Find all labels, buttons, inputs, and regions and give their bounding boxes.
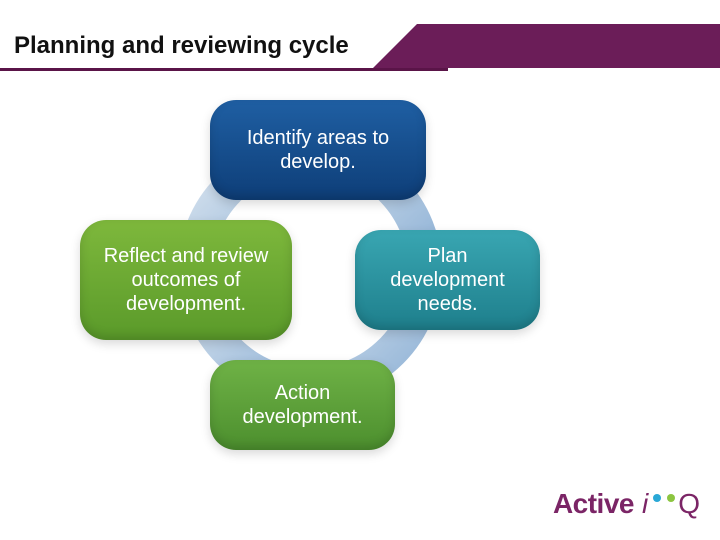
- cycle-node-label: Plan development needs.: [369, 244, 526, 316]
- cycle-node-plan: Plan development needs.: [355, 230, 540, 330]
- logo-dot-icon: [667, 494, 675, 502]
- header-underline: [0, 68, 448, 71]
- slide-header: Planning and reviewing cycle: [0, 24, 720, 68]
- cycle-node-label: Action development.: [224, 381, 381, 429]
- cycle-node-action: Action development.: [210, 360, 395, 450]
- cycle-node-identify: Identify areas to develop.: [210, 100, 426, 200]
- logo-dot-icon: [653, 494, 661, 502]
- cycle-node-reflect: Reflect and review outcomes of developme…: [80, 220, 292, 340]
- slide-title: Planning and reviewing cycle: [0, 24, 373, 68]
- cycle-node-label: Reflect and review outcomes of developme…: [94, 244, 278, 316]
- cycle-node-label: Identify areas to develop.: [224, 126, 412, 174]
- header-accent-bar: [417, 24, 720, 68]
- brand-logo: Active i Q: [553, 488, 700, 520]
- logo-word-q: Q: [678, 488, 700, 520]
- header-wedge: [373, 24, 417, 68]
- logo-word-i: i: [642, 488, 648, 520]
- cycle-diagram: Identify areas to develop. Plan developm…: [80, 90, 540, 470]
- logo-word-active: Active: [553, 488, 634, 520]
